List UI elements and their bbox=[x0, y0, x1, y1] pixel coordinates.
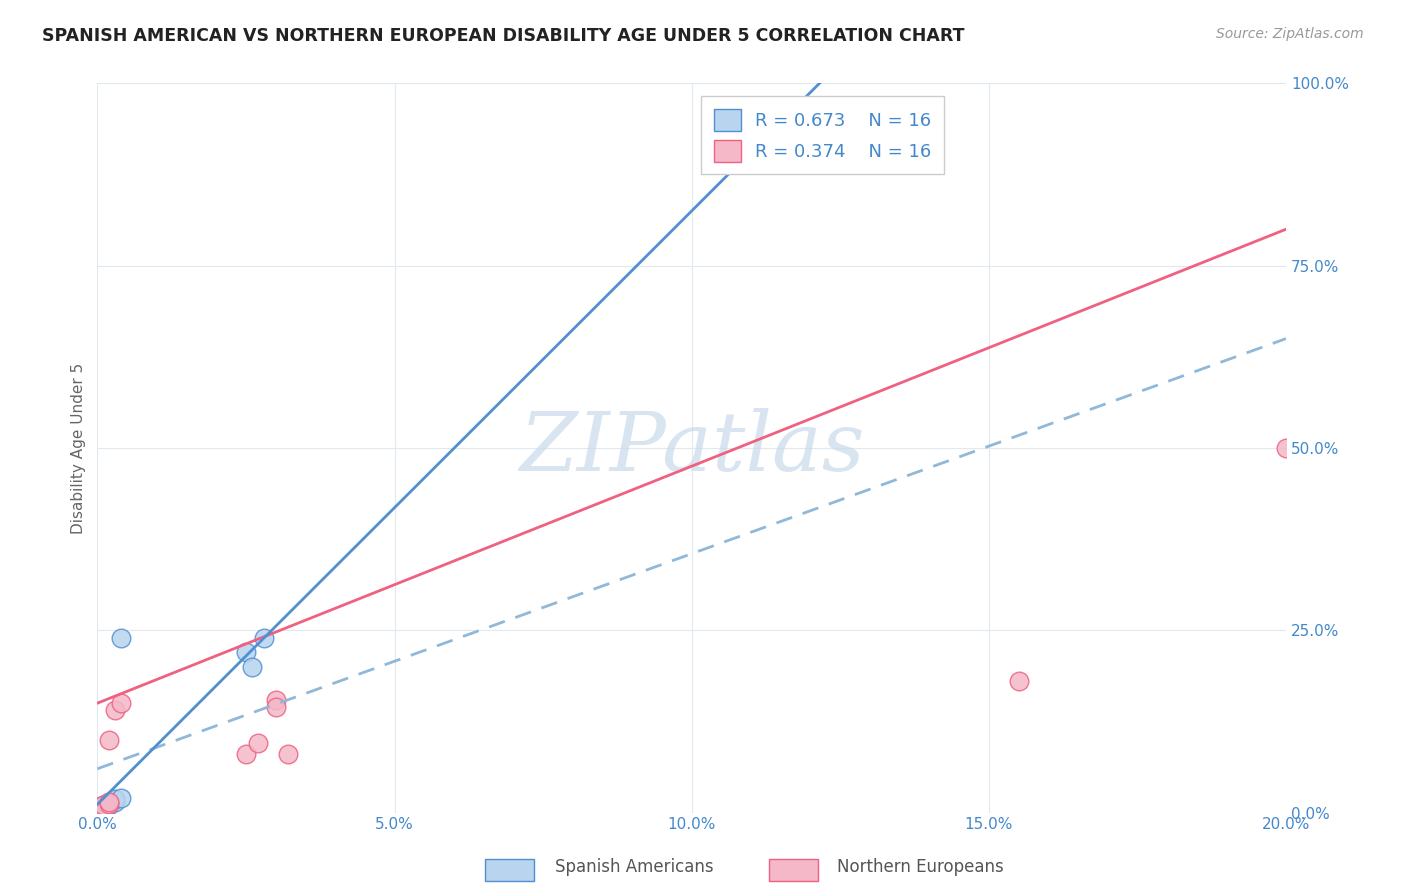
Point bbox=[110, 791, 132, 805]
Point bbox=[235, 645, 257, 659]
Text: Source: ZipAtlas.com: Source: ZipAtlas.com bbox=[1216, 27, 1364, 41]
Point bbox=[110, 696, 132, 710]
Point bbox=[98, 797, 121, 811]
Point bbox=[86, 805, 108, 820]
Point bbox=[104, 795, 127, 809]
Point bbox=[264, 699, 287, 714]
Point bbox=[104, 703, 127, 717]
Point bbox=[253, 631, 276, 645]
Point bbox=[91, 799, 114, 814]
Point bbox=[91, 798, 114, 813]
Point bbox=[91, 803, 114, 817]
Text: Northern Europeans: Northern Europeans bbox=[837, 858, 1004, 876]
Point bbox=[98, 732, 121, 747]
Point bbox=[277, 747, 299, 762]
Point bbox=[91, 800, 114, 814]
Point bbox=[98, 797, 121, 811]
Text: SPANISH AMERICAN VS NORTHERN EUROPEAN DISABILITY AGE UNDER 5 CORRELATION CHART: SPANISH AMERICAN VS NORTHERN EUROPEAN DI… bbox=[42, 27, 965, 45]
Point bbox=[104, 792, 127, 806]
Text: ZIPatlas: ZIPatlas bbox=[519, 408, 865, 488]
Point bbox=[235, 747, 257, 762]
Point bbox=[86, 805, 108, 820]
Point bbox=[264, 692, 287, 706]
Point bbox=[98, 795, 121, 809]
Point bbox=[91, 798, 114, 813]
Point bbox=[1275, 441, 1298, 455]
Point bbox=[240, 659, 263, 673]
Point bbox=[91, 802, 114, 816]
Text: Spanish Americans: Spanish Americans bbox=[555, 858, 714, 876]
Point bbox=[1007, 674, 1029, 689]
Point bbox=[246, 736, 269, 750]
Point bbox=[110, 631, 132, 645]
Point bbox=[98, 798, 121, 813]
Point bbox=[98, 795, 121, 809]
Point bbox=[86, 802, 108, 816]
Y-axis label: Disability Age Under 5: Disability Age Under 5 bbox=[72, 362, 86, 533]
Legend: R = 0.673    N = 16, R = 0.374    N = 16: R = 0.673 N = 16, R = 0.374 N = 16 bbox=[702, 96, 943, 175]
Point bbox=[86, 804, 108, 818]
